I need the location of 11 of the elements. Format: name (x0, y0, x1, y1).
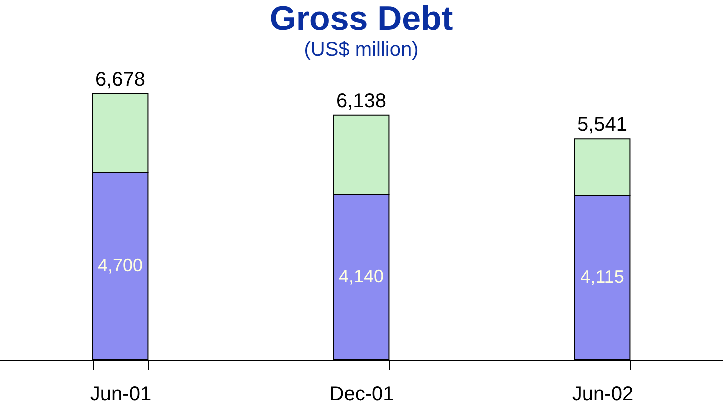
x-tick-label: Dec-01 (330, 384, 394, 406)
data-label: 4,140 (338, 266, 384, 286)
x-tick-label: Jun-01 (90, 384, 152, 406)
total-label: 6,138 (336, 90, 387, 112)
x-tick-label: Jun-02 (572, 384, 634, 406)
chart-title: Gross Debt (270, 0, 454, 38)
data-label: 4,115 (580, 266, 624, 287)
chart-subtitle: (US$ million) (304, 38, 419, 61)
total-label: 6,678 (95, 68, 146, 91)
total-label: 5,541 (577, 114, 628, 136)
data-label: 4,700 (98, 255, 144, 276)
